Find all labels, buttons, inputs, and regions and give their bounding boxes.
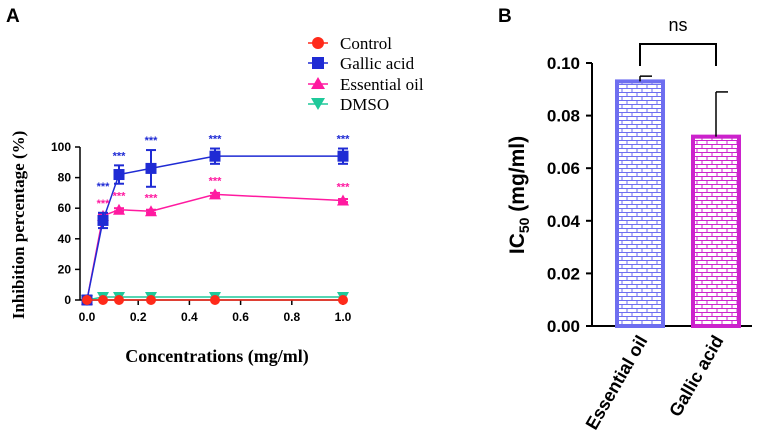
data-point-control — [82, 295, 92, 305]
significance-gallic: *** — [209, 134, 223, 146]
series-a: ****************************** — [81, 134, 350, 306]
data-point-control — [146, 295, 156, 305]
y-tick-label-b: 0.10 — [547, 54, 580, 73]
x-tick-label-gallic-acid: Gallic acid — [665, 332, 727, 420]
x-tick-label-a: 0.4 — [181, 310, 198, 324]
legend-gallic-label: Gallic acid — [340, 54, 415, 73]
y-tick-label-a: 20 — [58, 262, 72, 276]
y-tick-label-b: 0.04 — [547, 212, 581, 231]
data-point-essential-oil — [113, 203, 125, 215]
legend-gallic-marker — [312, 57, 324, 69]
legend-a: Control Gallic acid Essential oil DMSO — [308, 34, 424, 114]
legend-dmso-marker — [311, 98, 325, 110]
significance-oil: *** — [337, 182, 351, 194]
x-tick-label-a: 1.0 — [335, 310, 352, 324]
y-axis-label-a: Inhibition percentage (%) — [9, 131, 28, 320]
y-tick-label-a: 40 — [58, 232, 72, 246]
x-ticks-a: 0.0 0.2 0.4 0.6 0.8 1.0 — [79, 300, 352, 324]
data-point-gallic-acid — [337, 150, 349, 162]
panel-a: A Control Gallic acid Essential oil DMSO… — [6, 6, 424, 367]
data-point-control — [338, 295, 348, 305]
bars-b: Essential oil Gallic acid — [582, 75, 741, 433]
y-tick-label-b: 0.02 — [547, 264, 580, 283]
significance-label: ns — [668, 15, 687, 35]
data-point-essential-oil — [337, 194, 349, 206]
significance-gallic: *** — [337, 134, 351, 146]
panel-a-label: A — [6, 6, 20, 27]
data-point-control — [98, 295, 108, 305]
x-tick-label-essential-oil: Essential oil — [582, 332, 652, 433]
significance-oil: *** — [113, 191, 127, 203]
x-tick-label-a: 0.6 — [232, 310, 249, 324]
data-point-gallic-acid — [97, 214, 109, 226]
x-axis-label-a: Concentrations (mg/ml) — [125, 346, 308, 367]
y-ticks-a: 0 20 40 60 80 100 — [51, 140, 80, 307]
x-tick-label-a: 0.0 — [79, 310, 96, 324]
bar-gallic-acid — [691, 134, 741, 328]
panel-b: B 0.000.020.040.060.080.10 IC50 (mg/ml) … — [498, 6, 752, 433]
bar-essential-oil — [615, 79, 665, 328]
y-ticks-b: 0.00 0.02 0.04 0.06 0.08 0.10 — [547, 54, 592, 336]
y-tick-label-b: 0.00 — [547, 317, 580, 336]
legend-oil-marker — [311, 77, 325, 89]
y-tick-label-b: 0.06 — [547, 159, 580, 178]
data-point-gallic-acid — [209, 150, 221, 162]
significance-gallic: *** — [145, 135, 159, 147]
legend-dmso-label: DMSO — [340, 95, 389, 114]
data-point-essential-oil — [145, 205, 157, 217]
significance-gallic: *** — [97, 181, 111, 193]
y-tick-label-a: 60 — [58, 201, 72, 215]
significance-oil: *** — [145, 192, 159, 204]
series-line-essential-oil — [86, 193, 344, 301]
legend-oil-label: Essential oil — [340, 75, 424, 94]
y-tick-label-a: 0 — [64, 293, 71, 307]
y-tick-label-b: 0.08 — [547, 107, 580, 126]
data-point-gallic-acid — [145, 162, 157, 174]
data-point-essential-oil — [209, 188, 221, 200]
significance-oil: *** — [97, 198, 111, 210]
y-tick-label-a: 80 — [58, 171, 72, 185]
significance-gallic: *** — [113, 150, 127, 162]
significance-bracket — [639, 43, 717, 66]
significance-oil: *** — [209, 175, 223, 187]
data-point-gallic-acid — [113, 169, 125, 181]
y-axis-label-b: IC50 (mg/ml) — [506, 136, 532, 254]
data-point-control — [210, 295, 220, 305]
y-tick-label-a: 100 — [51, 140, 71, 154]
x-tick-label-a: 0.2 — [130, 310, 147, 324]
data-point-control — [114, 295, 124, 305]
series-line-gallic-acid — [86, 155, 343, 301]
legend-control-label: Control — [340, 34, 392, 53]
x-tick-label-a: 0.8 — [283, 310, 300, 324]
panel-b-label: B — [498, 6, 512, 27]
